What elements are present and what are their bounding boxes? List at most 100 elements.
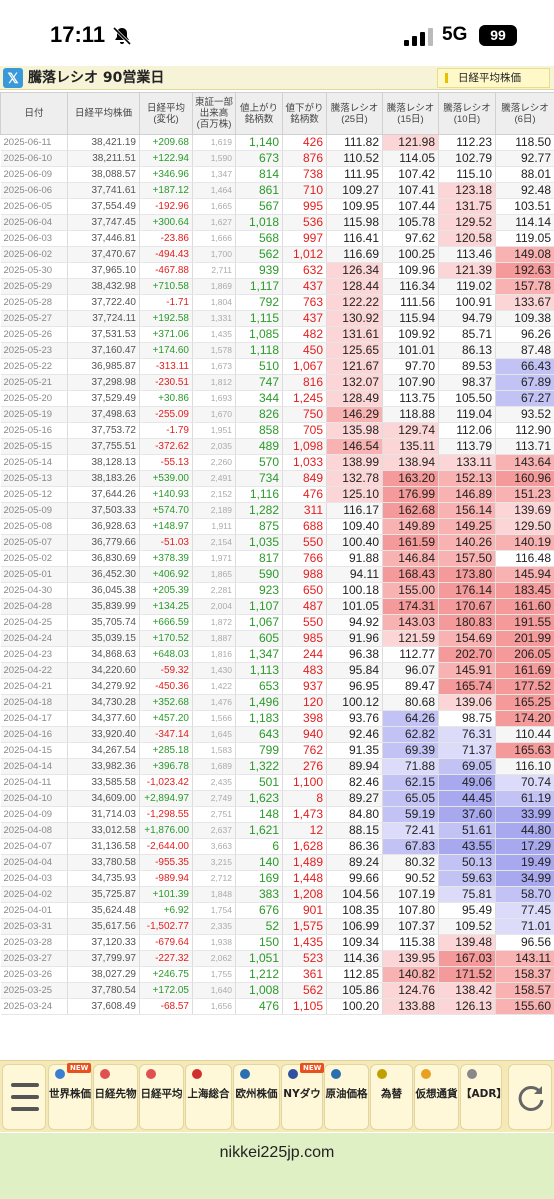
table-cell: 37,724.11 [67, 310, 140, 327]
table-cell: 116.48 [495, 550, 554, 567]
table-row: 2025-06-10 38,211.51 +122.94 1,590 673 876 110… [0, 150, 554, 167]
table-cell: 2025-03-27 [0, 950, 68, 967]
table-cell: 37,298.98 [67, 374, 140, 391]
x-share-icon[interactable]: 𝕏 [3, 68, 23, 88]
table-cell: 1,869 [192, 278, 236, 295]
table-cell: 482 [282, 326, 327, 343]
table-cell: 1,575 [282, 918, 327, 935]
table-cell: -227.32 [139, 950, 193, 967]
nav-button[interactable]: 為替 [370, 1064, 413, 1130]
table-cell: 37,722.40 [67, 294, 140, 311]
table-cell: 157.78 [495, 278, 554, 295]
table-cell: 118.88 [382, 406, 439, 423]
table-row: 2025-05-07 36,779.66 -51.03 2,154 1,035 550 10… [0, 534, 554, 551]
table-cell: 1,008 [235, 982, 283, 999]
table-cell: 107.41 [382, 182, 439, 199]
table-row: 2025-05-20 37,529.49 +30.86 1,693 344 1,245 12… [0, 390, 554, 407]
table-cell: +574.70 [139, 502, 193, 519]
table-cell: 129.50 [495, 518, 554, 535]
table-cell: -313.11 [139, 358, 193, 375]
table-cell: 143.11 [495, 950, 554, 967]
table-cell: 676 [235, 902, 283, 919]
nav-button[interactable]: 日経平均 [139, 1064, 184, 1130]
nav-button[interactable]: 上海総合 [185, 1064, 232, 1130]
table-cell: 562 [282, 982, 327, 999]
table-cell: 995 [282, 198, 327, 215]
table-cell: 139.48 [438, 934, 496, 951]
refresh-button[interactable] [508, 1064, 552, 1130]
table-cell: 826 [235, 406, 283, 423]
table-cell: 51.61 [438, 822, 496, 839]
table-cell: -1.71 [139, 294, 193, 311]
table-cell: 1,105 [282, 998, 327, 1015]
table-cell: 67.27 [495, 390, 554, 407]
table-cell: 174.20 [495, 710, 554, 727]
table-cell: +666.59 [139, 614, 193, 631]
table-cell: 75.81 [438, 886, 496, 903]
table-cell: 632 [282, 262, 327, 279]
table-cell: 2025-06-05 [0, 198, 68, 215]
table-cell: 2025-04-23 [0, 646, 68, 663]
nav-button[interactable]: 仮想通貨 [414, 1064, 459, 1130]
table-cell: 101.05 [326, 598, 383, 615]
table-cell: 2025-05-22 [0, 358, 68, 375]
table-row: 2025-05-15 37,755.51 -372.62 2,035 489 1,098 1… [0, 438, 554, 455]
table-cell: 37,120.33 [67, 934, 140, 951]
table-cell: 2025-04-01 [0, 902, 68, 919]
nav-button[interactable]: 原油価格 [324, 1064, 369, 1130]
ratio-table: 日付 日経平均株価 日経平均 (変化) 東証一部 出来高 (百万株) 値上がり 銘柄数値… [0, 92, 554, 1015]
table-cell: 2025-03-28 [0, 934, 68, 951]
nav-button[interactable]: 【ADR】 [460, 1064, 507, 1130]
table-cell: 176.14 [438, 582, 496, 599]
table-cell: 1,848 [192, 886, 236, 903]
table-cell: 112.23 [438, 134, 496, 151]
table-cell: 50.13 [438, 854, 496, 871]
new-badge: NEW [300, 1063, 325, 1073]
table-cell: 536 [282, 214, 327, 231]
nav-button[interactable]: NEW NYダウ [281, 1063, 325, 1130]
table-cell: 1,489 [282, 854, 327, 871]
table-cell: -1,298.55 [139, 806, 193, 823]
table-cell: 2025-06-10 [0, 150, 68, 167]
table-cell: 2025-04-24 [0, 630, 68, 647]
table-cell: 109.96 [382, 262, 439, 279]
table-cell: 37,755.51 [67, 438, 140, 455]
table-cell: 100.12 [326, 694, 383, 711]
bell-muted-icon [112, 26, 132, 46]
table-cell: 138.42 [438, 982, 496, 999]
table-cell: -59.32 [139, 662, 193, 679]
table-cell: 2,435 [192, 774, 236, 791]
table-cell: 2025-06-04 [0, 214, 68, 231]
table-cell: 1,670 [192, 406, 236, 423]
nikkei-link-button[interactable]: 日経平均株価 [437, 68, 550, 88]
nav-button[interactable]: 日経先物 [93, 1064, 138, 1130]
table-row: 2025-04-25 35,705.74 +666.59 1,872 1,067 550 9… [0, 614, 554, 631]
table-cell: 2025-05-08 [0, 518, 68, 535]
table-cell: 109.52 [438, 918, 496, 935]
table-cell: 84.80 [326, 806, 383, 823]
table-cell: 100.18 [326, 582, 383, 599]
table-cell: 113.46 [438, 246, 496, 263]
table-cell: 146.29 [326, 406, 383, 423]
table-cell: 33,012.58 [67, 822, 140, 839]
table-cell: 131.61 [326, 326, 383, 343]
table-cell: 106.99 [326, 918, 383, 935]
nav-button[interactable]: 欧州株価 [233, 1064, 280, 1130]
table-cell: 33,920.40 [67, 726, 140, 743]
table-cell: 71.01 [495, 918, 554, 935]
table-cell: 1,085 [235, 326, 283, 343]
page-header: 𝕏 騰落レシオ 90営業日 日経平均株価 [0, 66, 554, 90]
table-cell: 108.35 [326, 902, 383, 919]
table-cell: 1,100 [282, 774, 327, 791]
table-cell: 1,183 [235, 710, 283, 727]
table-cell: 2025-04-02 [0, 886, 68, 903]
table-cell: 1,755 [192, 966, 236, 983]
table-cell: 1,067 [235, 614, 283, 631]
table-cell: 923 [235, 582, 283, 599]
table-cell: 100.20 [326, 998, 383, 1015]
table-cell: 152.13 [438, 470, 496, 487]
menu-button[interactable] [2, 1064, 46, 1130]
table-row: 2025-04-24 35,039.15 +170.52 1,887 605 985 91.… [0, 630, 554, 647]
table-cell: 1,496 [235, 694, 283, 711]
nav-button[interactable]: NEW 世界株価 [48, 1063, 92, 1130]
